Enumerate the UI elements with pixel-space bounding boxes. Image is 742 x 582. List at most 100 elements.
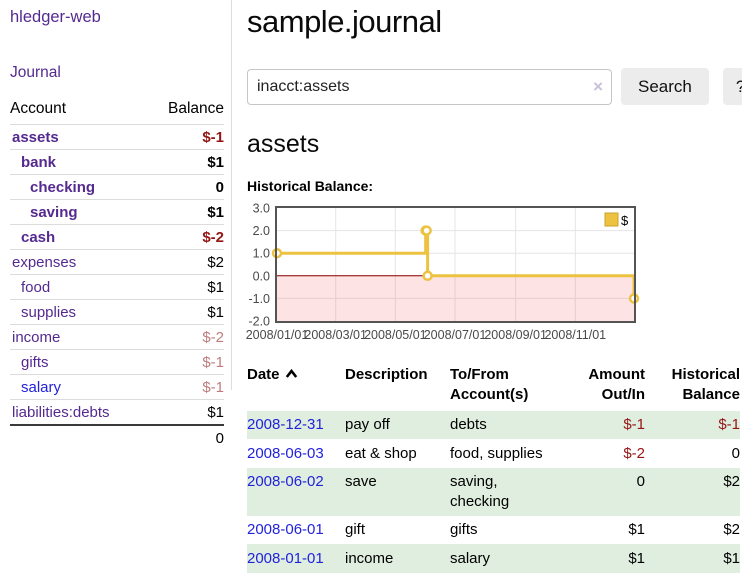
account-link[interactable]: expenses — [12, 253, 77, 271]
transaction-amount: $1 — [628, 549, 645, 567]
sidebar-divider — [231, 0, 232, 390]
account-name-cell: food — [10, 274, 147, 300]
account-link[interactable]: bank — [21, 153, 57, 171]
svg-text:2008/11/01: 2008/11/01 — [544, 328, 606, 342]
account-balance: $2 — [146, 249, 224, 275]
search-form: × Search ? — [247, 68, 742, 105]
accounts-total-spacer — [10, 424, 147, 450]
transaction-accounts: debts — [450, 416, 487, 433]
transaction-date-cell: 2008-06-03 — [247, 439, 345, 468]
transaction-balance: $-1 — [718, 416, 740, 433]
accounts-column-header: To/From Account(s) — [450, 366, 529, 404]
account-link[interactable]: supplies — [21, 303, 77, 321]
account-row: income $-2 — [10, 324, 224, 350]
transaction-accounts: gifts — [450, 521, 478, 538]
transaction-description: save — [345, 473, 377, 490]
nav-journal-link[interactable]: Journal — [10, 64, 61, 81]
transaction-accounts: food, supplies — [450, 444, 543, 462]
account-row: gifts $-1 — [10, 349, 224, 375]
svg-text:2008/05/01: 2008/05/01 — [364, 328, 427, 342]
transaction-date-link[interactable]: 2008-01-01 — [247, 549, 324, 567]
account-row: bank $1 — [10, 149, 224, 175]
account-row: supplies $1 — [10, 299, 224, 325]
sort-ascending-icon — [285, 365, 298, 385]
account-balance: $1 — [146, 399, 224, 425]
transaction-row: 2008-06-02 save saving, checking 0 $2 — [247, 467, 740, 516]
account-balance: $-2 — [146, 324, 224, 350]
account-link[interactable]: liabilities:debts — [12, 403, 110, 421]
svg-text:$: $ — [621, 213, 629, 228]
account-link[interactable]: cash — [21, 228, 56, 246]
accounts-table: Account Balance assets $-1 bank $1 checking 0… — [10, 97, 224, 450]
account-name-cell: bank — [10, 149, 147, 175]
account-link[interactable]: assets — [12, 128, 59, 146]
account-link[interactable]: gifts — [21, 353, 49, 371]
account-link[interactable]: food — [21, 278, 51, 296]
account-balance: $-1 — [146, 374, 224, 400]
transaction-amount: 0 — [636, 473, 645, 490]
chart-title: Historical Balance: — [247, 178, 374, 194]
account-balance: $-2 — [146, 224, 224, 250]
sidebar: hledger-web Journal Account Balance asse… — [0, 0, 232, 573]
svg-text:2008/09/01: 2008/09/01 — [484, 328, 547, 342]
transaction-description: pay off — [345, 416, 390, 433]
account-link[interactable]: salary — [21, 378, 62, 396]
account-name-cell: cash — [10, 224, 147, 250]
transaction-balance: $2 — [723, 473, 740, 490]
transaction-date-link[interactable]: 2008-06-02 — [247, 473, 324, 490]
clear-search-icon[interactable]: × — [593, 76, 603, 96]
transaction-balance: $2 — [723, 521, 740, 538]
account-row: checking 0 — [10, 174, 224, 200]
transaction-date-link[interactable]: 2008-06-03 — [247, 444, 324, 462]
transaction-description: gift — [345, 521, 366, 538]
svg-text:-2.0: -2.0 — [248, 315, 270, 329]
search-input[interactable] — [247, 68, 612, 105]
accounts-total-value: 0 — [146, 424, 224, 450]
account-row: liabilities:debts $1 — [10, 399, 224, 425]
account-row: assets $-1 — [10, 124, 224, 150]
account-row: expenses $2 — [10, 249, 224, 275]
app-title-link[interactable]: hledger-web — [10, 8, 101, 26]
svg-text:3.0: 3.0 — [253, 202, 270, 216]
account-link[interactable]: saving — [30, 203, 78, 221]
transaction-description: eat & shop — [345, 444, 417, 462]
svg-text:2008/03/01: 2008/03/01 — [304, 328, 367, 342]
account-balance: $1 — [146, 299, 224, 325]
transaction-row: 2008-06-03 eat & shop food, supplies $-2 0 — [247, 439, 740, 468]
transaction-accounts: saving, checking — [450, 473, 510, 510]
transaction-balance: $1 — [723, 549, 740, 567]
account-row: cash $-2 — [10, 224, 224, 250]
transaction-date-cell: 2008-12-31 — [247, 411, 345, 440]
register-table: Date Description To/From Account(s) Amou… — [247, 363, 740, 573]
transaction-row: 2008-06-01 gift gifts $1 $2 — [247, 516, 740, 545]
date-column-label: Date — [247, 366, 280, 383]
app-title: hledger-web — [10, 8, 224, 27]
search-button[interactable]: Search — [621, 68, 709, 105]
account-heading: assets — [247, 130, 320, 158]
main-content: sample.journal × Search ? assets Histori… — [232, 0, 742, 573]
help-button[interactable]: ? — [722, 68, 742, 105]
transaction-date-cell: 2008-06-01 — [247, 516, 345, 545]
account-balance: 0 — [146, 174, 224, 200]
amount-column-header: Amount Out/In — [588, 366, 645, 404]
date-column-header[interactable]: Date — [247, 363, 345, 411]
account-row: saving $1 — [10, 199, 224, 225]
transaction-date-link[interactable]: 2008-12-31 — [247, 416, 324, 433]
transaction-row: 2008-12-31 pay off debts $-1 $-1 — [247, 410, 740, 440]
transaction-date-cell: 2008-06-02 — [247, 468, 345, 516]
svg-text:1.0: 1.0 — [253, 247, 270, 261]
svg-text:2008/07/01: 2008/07/01 — [424, 328, 487, 342]
account-balance: $1 — [146, 149, 224, 175]
transaction-balance: 0 — [731, 444, 740, 462]
account-balance: $-1 — [146, 124, 224, 150]
account-name-cell: expenses — [10, 249, 147, 275]
account-link[interactable]: income — [12, 328, 61, 346]
account-name-cell: salary — [10, 374, 147, 400]
account-link[interactable]: checking — [30, 178, 96, 196]
svg-text:0.0: 0.0 — [253, 269, 270, 283]
svg-text:-1.0: -1.0 — [248, 292, 270, 306]
accounts-header-row: Account Balance — [10, 97, 224, 125]
account-name-cell: saving — [10, 199, 147, 225]
transaction-date-link[interactable]: 2008-06-01 — [247, 521, 324, 538]
transaction-amount: $-1 — [623, 416, 645, 433]
